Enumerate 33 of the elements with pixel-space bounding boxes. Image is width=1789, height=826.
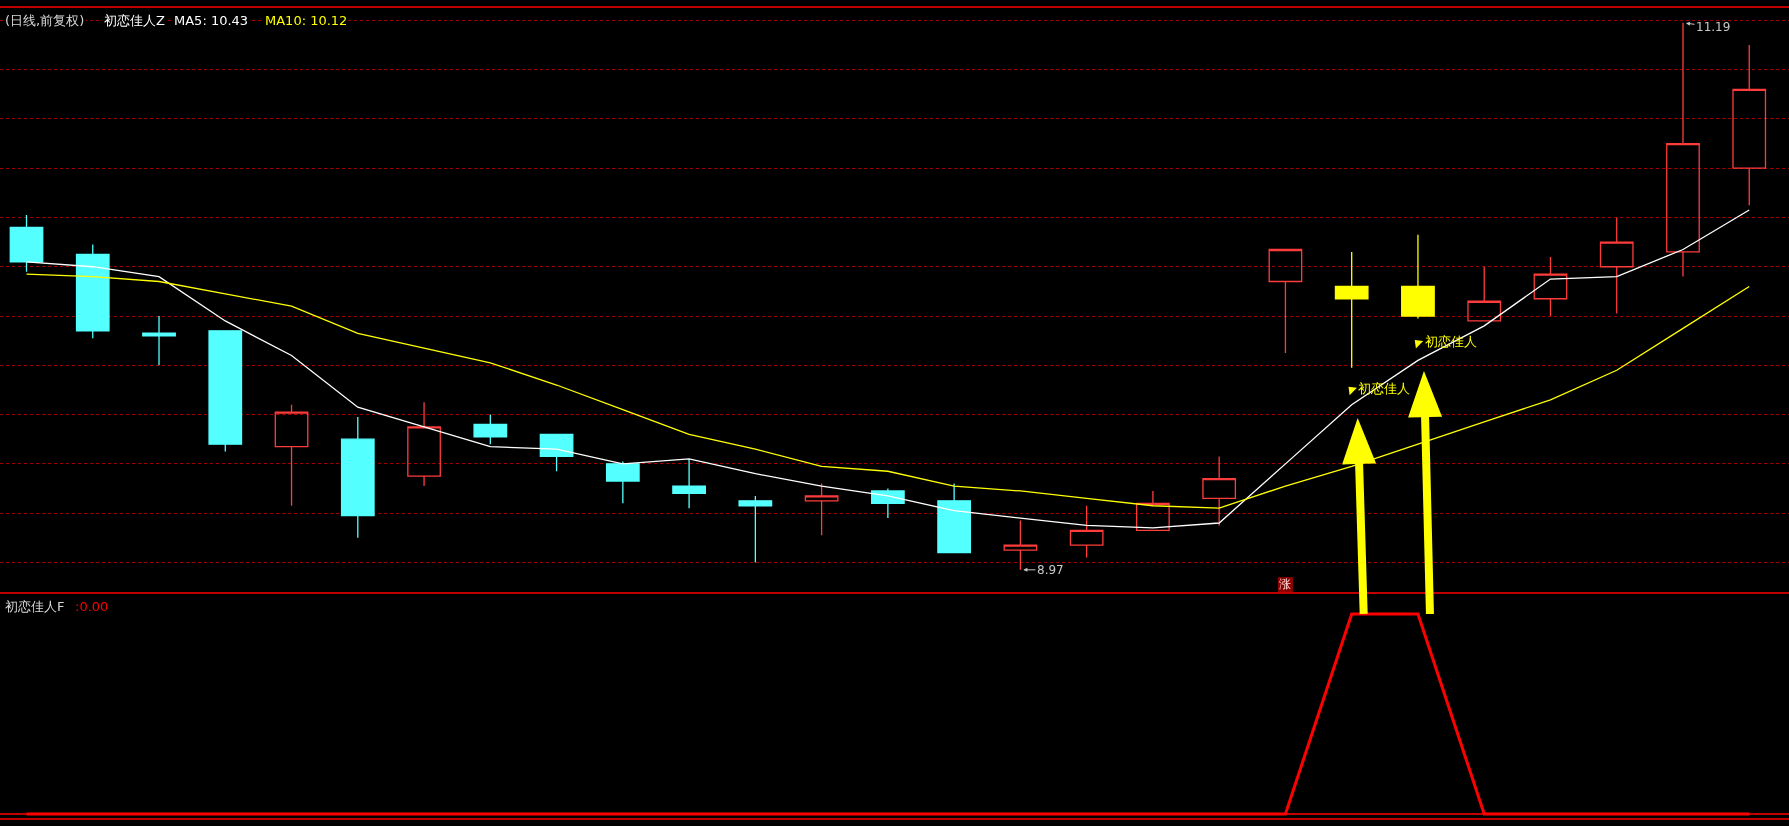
candlestick	[274, 404, 309, 507]
candlestick	[1732, 44, 1767, 206]
candlestick	[1136, 490, 1170, 532]
data-label: 涨	[1279, 576, 1292, 591]
candlestick	[9, 214, 44, 273]
text: 8.97	[1037, 563, 1064, 577]
candlestick	[142, 315, 176, 366]
candlestick	[1467, 266, 1502, 322]
candlestick	[870, 487, 905, 519]
text: 11.19	[1696, 20, 1731, 34]
candlestick	[407, 401, 441, 487]
candlestick	[1401, 234, 1435, 320]
chart-title: (日线,前复权)	[5, 13, 85, 28]
candlestick	[804, 482, 839, 536]
candlestick	[937, 482, 972, 554]
candlestick	[75, 243, 110, 339]
text: MA5: 10.43	[174, 13, 249, 28]
candlestick	[1533, 256, 1568, 317]
candlestick	[738, 495, 773, 564]
candlestick	[1268, 248, 1303, 354]
candlestick	[1069, 505, 1104, 559]
candlestick	[1202, 455, 1237, 527]
chart-subtitle: 初恋佳人Z	[104, 13, 165, 28]
candlestick	[605, 460, 640, 504]
candlestick	[1334, 251, 1369, 369]
candlestick	[473, 413, 508, 445]
chart-title: 初恋佳人F	[5, 599, 65, 614]
candlestick	[1599, 216, 1634, 315]
candlestick	[672, 458, 706, 509]
candlestick	[208, 330, 243, 453]
candlestick	[340, 416, 375, 539]
annotation: :0.00	[75, 599, 109, 614]
text: MA10: 10.12	[265, 13, 348, 28]
